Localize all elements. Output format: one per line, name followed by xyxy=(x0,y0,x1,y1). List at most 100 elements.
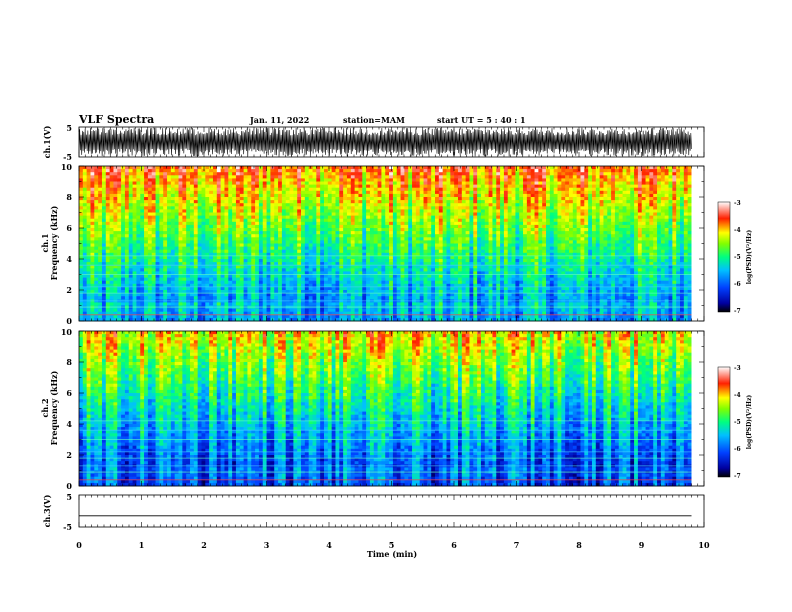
spectrogram-cell xyxy=(262,175,267,179)
spectrogram-cell xyxy=(270,215,275,220)
spectrogram-cell xyxy=(327,218,333,223)
spectrogram-cell xyxy=(454,209,459,213)
spectrogram-cell xyxy=(262,209,267,213)
spectrogram-cell xyxy=(274,218,279,223)
spectrogram-cell xyxy=(140,314,145,319)
spectrogram-cell xyxy=(435,259,440,263)
spectrogram-cell xyxy=(212,262,218,266)
spectrogram-cell xyxy=(270,190,275,195)
spectrogram-cell xyxy=(216,317,222,322)
spectrogram-cell xyxy=(136,311,141,316)
spectrogram-cell xyxy=(270,184,275,189)
spectrogram-cell xyxy=(82,231,88,235)
spectrogram-cell xyxy=(101,231,107,235)
spectrogram-cell xyxy=(94,206,99,210)
spectrogram-cell xyxy=(140,274,145,278)
spectrogram-cell xyxy=(385,308,390,313)
spectrogram-cell xyxy=(335,311,340,316)
spectrogram-cell xyxy=(147,172,153,176)
spectrogram-cell xyxy=(339,181,344,185)
spectrogram-cell xyxy=(255,271,260,275)
spectrogram-cell xyxy=(415,317,421,322)
spectrogram-cell xyxy=(442,293,447,297)
spectrogram-cell xyxy=(258,268,264,272)
spectrogram-cell xyxy=(232,268,237,272)
spectrogram-cell xyxy=(381,240,386,244)
spectrogram-cell xyxy=(220,290,225,294)
spectrogram-cell xyxy=(281,237,287,241)
spectrogram-cell xyxy=(392,193,398,198)
spectrogram-cell xyxy=(205,234,210,238)
spectrogram-cell xyxy=(389,243,394,247)
spectrogram-cell xyxy=(316,221,321,226)
spectrogram-cell xyxy=(224,290,229,294)
spectrogram-cell xyxy=(385,228,390,232)
spectrogram-cell xyxy=(293,178,298,182)
spectrogram-cell xyxy=(442,181,447,185)
spectrogram-cell xyxy=(354,231,359,235)
spectrogram-cell xyxy=(450,255,455,260)
spectrogram-cell xyxy=(312,187,317,192)
spectrogram-cell xyxy=(396,190,401,195)
spectrogram-cell xyxy=(151,274,156,278)
spectrogram-cell xyxy=(197,178,202,182)
spectrogram-cell xyxy=(392,237,398,241)
spectrogram-cell xyxy=(316,231,321,235)
spectrogram-cell xyxy=(228,243,233,247)
spectrogram-cell xyxy=(216,268,222,272)
spectrogram-cell xyxy=(105,265,111,269)
spectrogram-cell xyxy=(232,228,237,232)
spectrogram-cell xyxy=(82,286,88,291)
spectrogram-cell xyxy=(193,184,199,189)
spectrogram-cell xyxy=(346,193,352,198)
spectrogram-cell xyxy=(121,212,126,216)
spectrogram-cell xyxy=(381,308,386,313)
spectrogram-cell xyxy=(247,296,252,300)
spectrogram-cell xyxy=(450,197,455,201)
spectrogram-cell xyxy=(392,231,398,235)
spectrogram-cell xyxy=(427,187,432,192)
spectrogram-cell xyxy=(408,290,413,294)
spectrogram-cell xyxy=(404,234,409,238)
spectrogram-cell xyxy=(94,243,99,247)
spectrogram-cell xyxy=(132,203,137,207)
spectrogram-cell xyxy=(147,314,153,319)
spectrogram-cell xyxy=(201,277,206,282)
spectrogram-cell xyxy=(258,237,264,241)
spectrogram-cell xyxy=(381,259,386,263)
spectrogram-cell xyxy=(408,274,413,278)
spectrogram-cell xyxy=(373,221,378,226)
spectrogram-cell xyxy=(281,290,287,294)
ch1-waveform-path xyxy=(78,127,692,157)
spectrogram-cell xyxy=(446,206,451,210)
spectrogram-cell xyxy=(297,172,302,176)
spectrogram-cell xyxy=(346,206,352,210)
spectrogram-cell xyxy=(389,265,394,269)
spectrogram-cell xyxy=(224,212,229,216)
spectrogram-cell xyxy=(209,246,214,251)
spectrogram-cell xyxy=(109,221,114,226)
spectrogram-cell xyxy=(343,293,348,297)
spectrogram-cell xyxy=(423,231,428,235)
spectrogram-cell xyxy=(377,193,382,198)
spectrogram-cell xyxy=(335,271,340,275)
spectrogram-cell xyxy=(431,228,436,232)
spectrogram-cell xyxy=(301,224,306,229)
spectrogram-cell xyxy=(178,280,183,285)
spectrogram-cell xyxy=(404,293,409,297)
spectrogram-cell xyxy=(438,237,444,241)
spectrogram-cell xyxy=(435,228,440,232)
spectrogram-cell xyxy=(86,240,91,244)
spectrogram-cell xyxy=(105,286,111,291)
spectrogram-cell xyxy=(101,184,107,189)
spectrogram-cell xyxy=(366,317,371,322)
spectrogram-cell xyxy=(320,246,325,251)
spectrogram-cell xyxy=(186,234,191,238)
spectrogram-cell xyxy=(308,290,313,294)
spectrogram-cell xyxy=(392,262,398,266)
spectrogram-cell xyxy=(278,246,283,251)
spectrogram-cell xyxy=(190,215,195,220)
spectrogram-cell xyxy=(239,240,245,244)
spectrogram-cell xyxy=(209,286,214,291)
spectrogram-cell xyxy=(117,308,122,313)
